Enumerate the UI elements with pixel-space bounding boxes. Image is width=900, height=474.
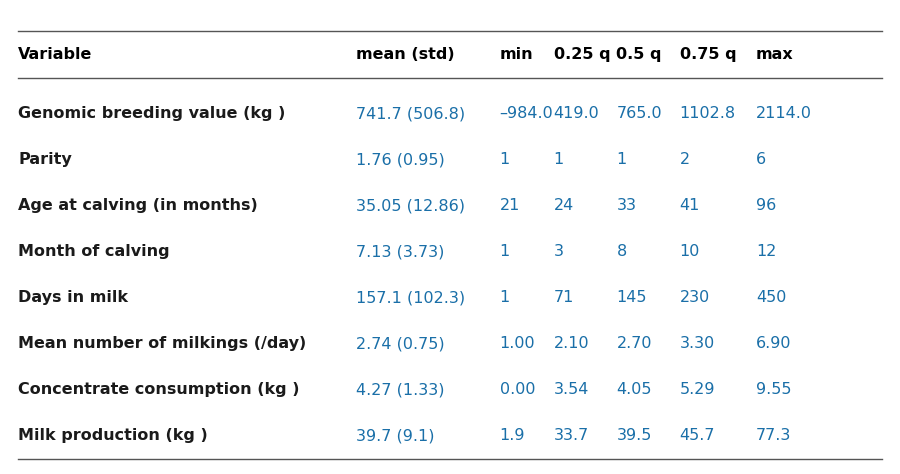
Text: 1.00: 1.00 [500,336,536,351]
Text: 2: 2 [680,152,689,167]
Text: 741.7 (506.8): 741.7 (506.8) [356,106,464,121]
Text: 1.9: 1.9 [500,428,525,443]
Text: 2.10: 2.10 [554,336,590,351]
Text: 77.3: 77.3 [756,428,791,443]
Text: 450: 450 [756,290,787,305]
Text: 157.1 (102.3): 157.1 (102.3) [356,290,464,305]
Text: Variable: Variable [18,47,93,62]
Text: 96: 96 [756,198,776,213]
Text: 33.7: 33.7 [554,428,589,443]
Text: Month of calving: Month of calving [18,244,169,259]
Text: 9.55: 9.55 [756,382,791,397]
Text: 71: 71 [554,290,574,305]
Text: 2114.0: 2114.0 [756,106,812,121]
Text: mean (std): mean (std) [356,47,454,62]
Text: Days in milk: Days in milk [18,290,128,305]
Text: 1: 1 [616,152,626,167]
Text: 0.75 q: 0.75 q [680,47,736,62]
Text: Genomic breeding value (kg ): Genomic breeding value (kg ) [18,106,285,121]
Text: 419.0: 419.0 [554,106,599,121]
Text: 3.54: 3.54 [554,382,589,397]
Text: 1: 1 [500,290,509,305]
Text: 1.76 (0.95): 1.76 (0.95) [356,152,445,167]
Text: min: min [500,47,533,62]
Text: 24: 24 [554,198,574,213]
Text: 6.90: 6.90 [756,336,791,351]
Text: 1: 1 [500,152,509,167]
Text: 1: 1 [500,244,509,259]
Text: Milk production (kg ): Milk production (kg ) [18,428,208,443]
Text: 21: 21 [500,198,520,213]
Text: 0.00: 0.00 [500,382,535,397]
Text: 3: 3 [554,244,563,259]
Text: 230: 230 [680,290,710,305]
Text: 765.0: 765.0 [616,106,662,121]
Text: Concentrate consumption (kg ): Concentrate consumption (kg ) [18,382,300,397]
Text: 12: 12 [756,244,777,259]
Text: 5.29: 5.29 [680,382,715,397]
Text: 39.7 (9.1): 39.7 (9.1) [356,428,434,443]
Text: 3.30: 3.30 [680,336,715,351]
Text: 1: 1 [554,152,563,167]
Text: 145: 145 [616,290,647,305]
Text: 10: 10 [680,244,700,259]
Text: 7.13 (3.73): 7.13 (3.73) [356,244,444,259]
Text: –984.0: –984.0 [500,106,554,121]
Text: 33: 33 [616,198,636,213]
Text: Mean number of milkings (/day): Mean number of milkings (/day) [18,336,306,351]
Text: 39.5: 39.5 [616,428,652,443]
Text: 6: 6 [756,152,766,167]
Text: 35.05 (12.86): 35.05 (12.86) [356,198,464,213]
Text: max: max [756,47,794,62]
Text: 2.74 (0.75): 2.74 (0.75) [356,336,444,351]
Text: Age at calving (in months): Age at calving (in months) [18,198,257,213]
Text: Parity: Parity [18,152,72,167]
Text: 45.7: 45.7 [680,428,715,443]
Text: 0.5 q: 0.5 q [616,47,662,62]
Text: 2.70: 2.70 [616,336,652,351]
Text: 4.05: 4.05 [616,382,652,397]
Text: 0.25 q: 0.25 q [554,47,610,62]
Text: 1102.8: 1102.8 [680,106,735,121]
Text: 4.27 (1.33): 4.27 (1.33) [356,382,444,397]
Text: 41: 41 [680,198,700,213]
Text: 8: 8 [616,244,626,259]
